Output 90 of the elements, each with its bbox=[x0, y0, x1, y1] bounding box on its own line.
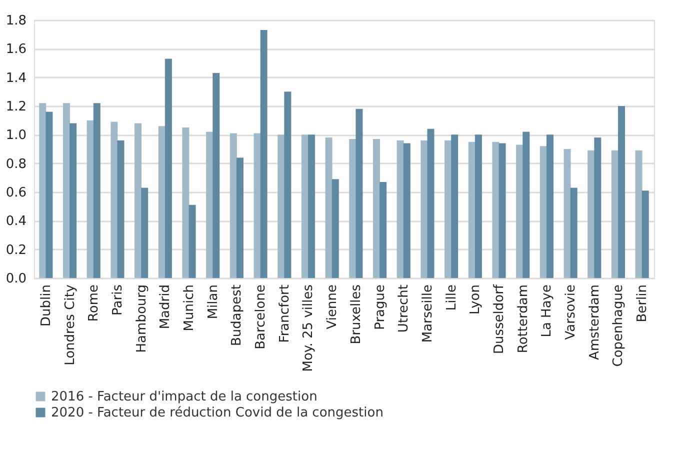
x-tick-label: Hambourg bbox=[134, 284, 150, 353]
bar bbox=[474, 134, 482, 278]
bar bbox=[46, 112, 53, 278]
bar bbox=[141, 188, 148, 278]
x-tick-label: Londres City bbox=[62, 284, 78, 366]
legend-label: 2016 - Facteur d'impact de la congestion bbox=[51, 390, 318, 404]
x-tick-label: Paris bbox=[110, 284, 126, 316]
bar bbox=[618, 106, 626, 278]
bar bbox=[546, 134, 554, 278]
x-tick-label: Lille bbox=[444, 284, 460, 311]
x-tick-label: Dusseldorf bbox=[492, 284, 507, 354]
bar bbox=[594, 138, 602, 278]
x-tick-label: Francfort bbox=[277, 284, 292, 343]
bar bbox=[260, 30, 268, 278]
bar bbox=[254, 133, 261, 278]
bar bbox=[564, 149, 571, 278]
x-tick-label: Copenhague bbox=[611, 284, 626, 367]
bar bbox=[444, 140, 452, 278]
bar bbox=[188, 204, 196, 278]
bar bbox=[588, 150, 595, 278]
bar bbox=[349, 138, 356, 278]
bar bbox=[396, 140, 404, 278]
bar bbox=[117, 140, 124, 278]
bar bbox=[332, 179, 339, 278]
x-tick-label: Milan bbox=[206, 284, 221, 320]
bar bbox=[164, 58, 172, 278]
bar bbox=[611, 150, 618, 278]
x-tick-label: Munich bbox=[182, 284, 197, 332]
y-tick-label: 1.4 bbox=[6, 70, 26, 86]
bar bbox=[468, 142, 476, 278]
bar bbox=[372, 138, 380, 278]
x-tick-label: Rome bbox=[86, 284, 102, 322]
bar bbox=[212, 73, 220, 278]
bar bbox=[278, 134, 285, 278]
x-tick-label: Madrid bbox=[158, 284, 174, 330]
bar bbox=[635, 150, 642, 278]
bar bbox=[70, 123, 77, 278]
bar bbox=[325, 138, 332, 278]
bar bbox=[158, 126, 166, 278]
x-tick-label: Budapest bbox=[230, 284, 245, 346]
y-tick-label: 0.6 bbox=[6, 186, 26, 200]
bar bbox=[110, 122, 118, 278]
bar bbox=[420, 140, 428, 278]
bar bbox=[134, 123, 142, 278]
bar bbox=[492, 142, 500, 278]
x-tick-label: Bruxelles bbox=[348, 284, 364, 344]
x-tick-label: Moy. 25 villes bbox=[301, 284, 316, 372]
bar bbox=[284, 92, 292, 278]
bar bbox=[380, 182, 387, 278]
bar bbox=[236, 158, 244, 278]
x-tick-label: Lyon bbox=[468, 284, 484, 314]
bar bbox=[182, 128, 190, 278]
bar bbox=[570, 188, 578, 278]
x-tick-label: Amsterdam bbox=[587, 284, 602, 360]
bar bbox=[62, 103, 70, 278]
y-tick-label: 1.6 bbox=[6, 42, 26, 58]
y-tick-label: 1.0 bbox=[6, 128, 26, 144]
bar bbox=[498, 143, 506, 278]
y-tick-label: 0.4 bbox=[6, 214, 26, 230]
x-tick-label: Vienne bbox=[325, 284, 340, 330]
bar bbox=[93, 103, 100, 278]
x-tick-label: La Haye bbox=[540, 284, 555, 338]
bar bbox=[403, 143, 410, 278]
x-tick-label: Utrecht bbox=[396, 284, 412, 333]
bar bbox=[540, 146, 547, 278]
bar bbox=[522, 132, 530, 278]
x-tick-label: Dublin bbox=[38, 284, 54, 326]
y-tick-label: 0.0 bbox=[6, 272, 26, 286]
bar bbox=[301, 134, 308, 278]
y-tick-label: 0.2 bbox=[6, 242, 26, 258]
x-tick-label: Rotterdam bbox=[516, 284, 531, 354]
bar bbox=[86, 120, 94, 278]
legend-label: 2020 - Facteur de réduction Covid de la congestion bbox=[51, 406, 384, 420]
x-tick-label: Marseille bbox=[420, 284, 436, 343]
bar bbox=[427, 128, 434, 278]
bar bbox=[230, 133, 237, 278]
y-tick-label: 1.8 bbox=[6, 14, 26, 28]
x-tick-label: Berlin bbox=[635, 284, 650, 322]
bar bbox=[516, 144, 524, 278]
x-tick-label: Prague bbox=[372, 284, 388, 330]
bar bbox=[642, 190, 649, 278]
bar bbox=[451, 134, 458, 278]
x-tick-label: Barcelone bbox=[254, 284, 269, 350]
x-tick-label: Varsovie bbox=[564, 284, 579, 340]
y-tick-label: 1.2 bbox=[6, 100, 26, 114]
y-tick-label: 0.8 bbox=[6, 156, 26, 172]
bar bbox=[206, 132, 214, 278]
bar bbox=[308, 134, 316, 278]
bar bbox=[356, 108, 363, 278]
bar bbox=[39, 103, 46, 278]
